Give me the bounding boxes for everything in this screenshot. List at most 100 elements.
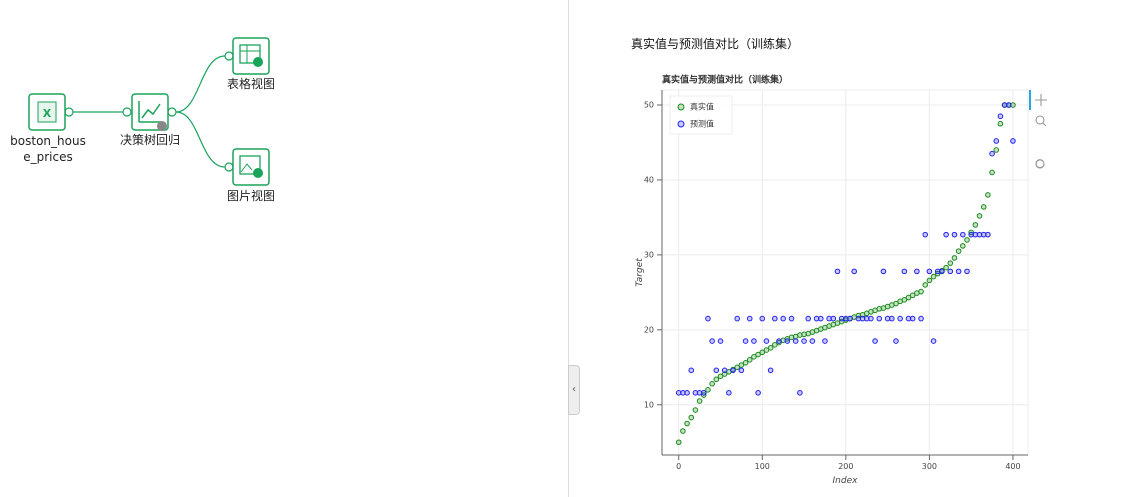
point bbox=[692, 407, 699, 413]
legend-swatch bbox=[677, 103, 685, 111]
toolbar[interactable] bbox=[1029, 90, 1047, 169]
point bbox=[713, 367, 720, 374]
point bbox=[805, 315, 812, 322]
point bbox=[755, 389, 761, 396]
point bbox=[751, 354, 757, 360]
point bbox=[909, 315, 916, 322]
x-axis-label: Index bbox=[833, 476, 859, 486]
point bbox=[817, 315, 824, 322]
collapse-handle[interactable]: ‹ bbox=[568, 365, 580, 415]
legend-swatch bbox=[677, 120, 685, 128]
ports bbox=[64, 51, 234, 172]
point bbox=[951, 255, 958, 261]
point bbox=[876, 315, 883, 322]
node-icon[interactable] bbox=[232, 148, 270, 186]
connectors bbox=[73, 55, 226, 168]
chart: 真实值与预测值对比（训练集） 10 20 30 40 50 0 100 200 300 400 In… bbox=[635, 74, 1047, 486]
node-icon[interactable]: X bbox=[28, 93, 66, 131]
point bbox=[675, 439, 682, 446]
point bbox=[893, 300, 899, 307]
point bbox=[700, 389, 707, 396]
point bbox=[759, 349, 766, 356]
chart-title: 真实值与预测值对比（训练集） bbox=[662, 74, 788, 86]
point bbox=[880, 268, 887, 275]
point bbox=[717, 338, 724, 344]
point bbox=[926, 268, 933, 275]
point bbox=[939, 268, 945, 275]
point bbox=[905, 294, 912, 301]
point bbox=[767, 367, 774, 374]
point bbox=[717, 373, 724, 380]
point bbox=[955, 248, 962, 254]
point bbox=[872, 338, 878, 344]
point bbox=[914, 268, 920, 275]
point bbox=[964, 237, 970, 243]
legend-label: 预测值 bbox=[690, 119, 714, 129]
point bbox=[721, 371, 728, 377]
point bbox=[964, 268, 970, 275]
point bbox=[784, 338, 791, 344]
point bbox=[947, 268, 954, 275]
point bbox=[680, 428, 686, 434]
point bbox=[767, 345, 774, 351]
point bbox=[788, 315, 795, 322]
point bbox=[997, 120, 1004, 127]
point bbox=[834, 268, 841, 275]
point bbox=[918, 288, 924, 295]
point bbox=[976, 213, 983, 219]
point bbox=[997, 113, 1004, 120]
point bbox=[922, 231, 929, 238]
point bbox=[797, 389, 803, 396]
point bbox=[738, 367, 745, 374]
point bbox=[730, 367, 736, 374]
point bbox=[989, 169, 995, 176]
point bbox=[955, 268, 962, 275]
point bbox=[763, 347, 770, 353]
point bbox=[809, 338, 816, 344]
point bbox=[746, 357, 753, 363]
x-tick-label: 400 bbox=[1005, 462, 1020, 471]
point bbox=[742, 338, 749, 344]
point bbox=[985, 192, 991, 198]
point bbox=[960, 231, 966, 238]
node-label: 表格视图 bbox=[226, 77, 275, 91]
point bbox=[759, 315, 766, 322]
y-tick-label: 50 bbox=[644, 100, 654, 109]
y-tick-label: 40 bbox=[644, 175, 654, 184]
panel-title: 真实值与预测值对比（训练集） bbox=[631, 37, 800, 51]
point bbox=[772, 315, 778, 322]
y-axis-label: Target bbox=[635, 258, 645, 287]
y-tick-label: 30 bbox=[644, 250, 654, 259]
legend-box bbox=[669, 95, 733, 135]
point bbox=[755, 351, 761, 358]
point bbox=[960, 243, 966, 249]
point bbox=[734, 315, 741, 322]
point bbox=[738, 362, 745, 368]
point bbox=[705, 315, 711, 322]
node-icon[interactable] bbox=[131, 93, 169, 131]
point bbox=[951, 231, 958, 238]
point bbox=[688, 414, 695, 421]
point bbox=[684, 420, 690, 427]
point bbox=[893, 338, 899, 344]
point bbox=[684, 389, 690, 396]
point bbox=[989, 150, 995, 157]
point bbox=[792, 338, 799, 344]
node-label: 决策树回归 bbox=[119, 133, 180, 147]
point bbox=[926, 277, 933, 284]
point bbox=[721, 367, 728, 374]
node-label: boston_house_prices bbox=[10, 134, 86, 164]
point bbox=[930, 338, 937, 344]
point bbox=[909, 292, 916, 299]
node-icon[interactable] bbox=[232, 37, 270, 75]
point bbox=[705, 386, 711, 393]
point bbox=[993, 147, 1000, 153]
point bbox=[943, 231, 949, 238]
node-label: 图片视图 bbox=[226, 189, 275, 203]
x-tick-label: 300 bbox=[922, 462, 937, 471]
point bbox=[763, 338, 770, 344]
point bbox=[972, 222, 979, 228]
point bbox=[851, 268, 857, 275]
point bbox=[943, 264, 949, 271]
